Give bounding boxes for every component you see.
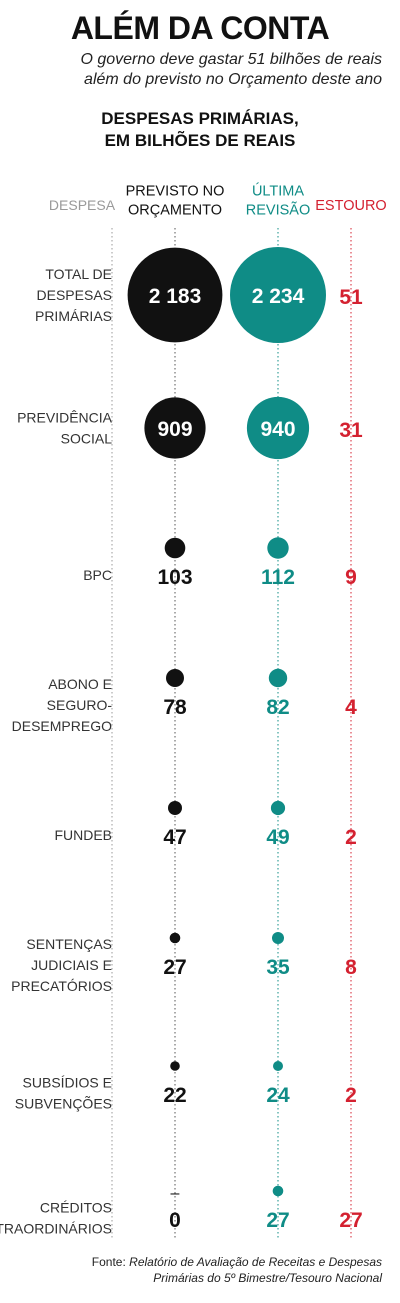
value-estouro-7: 2 <box>345 1084 357 1107</box>
bubble-revisao-8 <box>272 1185 284 1197</box>
value-previsto-8: 0 <box>169 1209 181 1232</box>
row-label-1-line-1: TOTAL DE <box>45 266 112 282</box>
value-revisao-5: 49 <box>266 826 289 849</box>
row-label-2-line-1: PREVIDÊNCIA <box>17 410 113 426</box>
value-revisao-8: 27 <box>266 1209 289 1232</box>
bubble-previsto-5 <box>168 801 182 815</box>
page-title: ALÉM DA CONTA <box>70 10 330 46</box>
value-estouro-6: 8 <box>345 956 357 979</box>
row-label-6-line-3: PRECATÓRIOS <box>11 978 112 994</box>
row-label-6-line-1: SENTENÇAS <box>26 936 112 952</box>
bubble-previsto-7 <box>170 1061 180 1071</box>
row-label-7-line-1: SUBSÍDIOS E <box>23 1075 112 1091</box>
row-label-2-line-2: SOCIAL <box>61 431 113 447</box>
bubble-revisao-5 <box>270 800 286 816</box>
row-label-4-line-2: SEGURO- <box>47 697 113 713</box>
value-estouro-2: 31 <box>339 419 363 442</box>
bubble-revisao-2 <box>246 396 310 460</box>
value-previsto-6: 27 <box>163 956 186 979</box>
chart-title-line-2: EM BILHÕES DE REAIS <box>104 131 296 150</box>
source-text: Relatório de Avaliação de Receitas e Des… <box>129 1255 382 1285</box>
row-label-4-line-1: ABONO E <box>48 676 112 692</box>
value-revisao-2: 940 <box>260 418 295 441</box>
row-label-1-line-2: DESPESAS <box>37 287 112 303</box>
value-revisao-7: 24 <box>266 1084 290 1107</box>
chart-title: DESPESAS PRIMÁRIAS, EM BILHÕES DE REAIS <box>0 108 400 152</box>
row-label-8-line-1: CRÉDITOS <box>40 1200 112 1216</box>
header-previsto-line-1: PREVISTO NO <box>126 184 225 200</box>
bubble-previsto-3 <box>164 537 186 559</box>
row-label-5-line-1: FUNDEB <box>54 827 112 843</box>
page-subtitle: O governo deve gastar 51 bilhões de reai… <box>80 51 382 88</box>
row-label-7-line-2: SUBVENÇÕES <box>15 1096 112 1112</box>
value-revisao-3: 112 <box>261 566 295 589</box>
bubble-previsto-1 <box>127 247 223 343</box>
bubble-previsto-4 <box>166 669 184 687</box>
value-previsto-1: 2 183 <box>149 285 202 308</box>
marker-previsto-8: – <box>171 1185 180 1202</box>
bubble-previsto-2 <box>144 397 206 459</box>
value-estouro-5: 2 <box>345 826 357 849</box>
bubble-revisao-4 <box>268 668 288 688</box>
value-previsto-4: 78 <box>163 696 187 719</box>
row-label-6-line-2: JUDICIAIS E <box>31 957 112 973</box>
source-note: Fonte: Relatório de Avaliação de Receita… <box>42 1254 382 1286</box>
bubble-revisao-1 <box>230 247 326 343</box>
bubble-previsto-6 <box>169 932 181 944</box>
header-despesa: DESPESA <box>49 197 116 213</box>
header-estouro: ESTOURO <box>315 198 386 214</box>
bubble-revisao-6 <box>272 932 284 944</box>
value-estouro-1: 51 <box>339 286 363 309</box>
row-label-1-line-3: PRIMÁRIAS <box>35 308 112 324</box>
row-label-4-line-3: DESEMPREGO <box>12 718 112 734</box>
value-revisao-4: 82 <box>266 696 289 719</box>
value-previsto-2: 909 <box>157 418 192 441</box>
row-label-3-line-1: BPC <box>83 567 112 583</box>
header-revisao-line-1: ÚLTIMA <box>252 183 304 200</box>
source-label: Fonte: <box>91 1255 126 1269</box>
header-revisao-line-2: REVISÃO <box>246 202 310 219</box>
value-revisao-1: 2 234 <box>252 285 305 308</box>
bubble-revisao-3 <box>267 537 289 559</box>
row-label-8-line-2: EXTRAORDINÁRIOS <box>0 1221 112 1237</box>
value-previsto-7: 22 <box>163 1084 186 1107</box>
value-estouro-4: 4 <box>345 696 357 719</box>
value-previsto-5: 47 <box>163 826 186 849</box>
value-estouro-3: 9 <box>345 566 357 589</box>
value-revisao-6: 35 <box>266 956 290 979</box>
chart-title-line-1: DESPESAS PRIMÁRIAS, <box>101 109 299 128</box>
bubble-revisao-7 <box>273 1061 283 1071</box>
value-previsto-3: 103 <box>157 566 192 589</box>
value-estouro-8: 27 <box>339 1209 362 1232</box>
header-previsto-line-2: ORÇAMENTO <box>128 203 222 219</box>
